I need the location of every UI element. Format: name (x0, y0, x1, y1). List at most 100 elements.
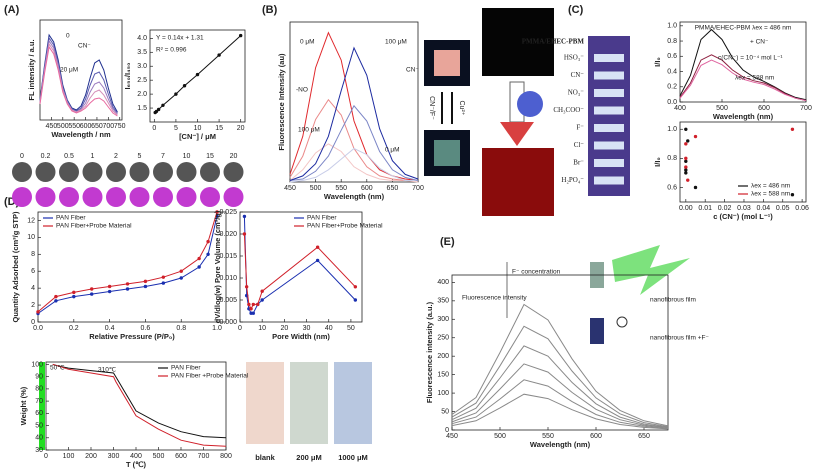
y-axis-label: Fluorescence Intensity (au) (277, 53, 286, 151)
series-line (289, 104, 419, 181)
data-point (206, 252, 210, 257)
data-point (353, 285, 358, 289)
y-tick-label: 300 (437, 316, 449, 323)
x-tick-label: 750 (114, 123, 126, 130)
y-tick-label: 40 (35, 435, 43, 442)
series-line (39, 45, 118, 117)
legend-label: λex = 486 nm (751, 183, 790, 190)
film-label: nanofibrous film (650, 297, 696, 304)
circle-label: 0 (20, 153, 24, 160)
strip-label: F⁻ (576, 124, 584, 132)
x-tick-label: 500 (57, 123, 69, 130)
x-axis-label: Pore Width (nm) (272, 332, 330, 341)
photo-label: blank (255, 453, 275, 462)
data-point (684, 142, 688, 146)
data-point (684, 165, 688, 169)
data-point (353, 298, 358, 302)
y-axis-label: Quantity Adsorbed (cm³/g STP) (11, 211, 20, 322)
sample-dark (82, 162, 103, 182)
x-tick-label: 700 (800, 105, 812, 112)
y-axis-label: I/I₀ (653, 157, 662, 167)
y-tick-label: 0.015 (219, 253, 237, 260)
strip-label: CH₃COO⁻ (553, 106, 584, 114)
sample-magenta (82, 187, 103, 207)
y-tick-label: 10 (27, 234, 35, 241)
y-tick-label: 30 (35, 447, 43, 454)
annotation: 100 μM (298, 127, 320, 134)
y-tick-label: 4 (31, 285, 35, 292)
annotation: λex = 588 nm (735, 75, 774, 82)
x-tick-label: 10 (258, 325, 266, 332)
film-image (434, 50, 460, 76)
microscopy-image (482, 8, 554, 76)
series-line (451, 379, 669, 429)
legend-label: PAN Fiber (56, 215, 86, 222)
strip-spot (594, 124, 624, 132)
data-point (215, 210, 219, 214)
series-line (679, 28, 807, 101)
film-image (434, 140, 460, 166)
sample-dark (223, 162, 244, 182)
circle-label: 7 (161, 153, 165, 160)
y-tick-label: 0.025 (219, 209, 237, 216)
data-point (161, 281, 166, 285)
legend-label: PAN Fiber+Probe Material (56, 223, 132, 230)
strip-spot (594, 89, 624, 97)
data-point (686, 178, 690, 182)
x-tick-label: 800 (220, 453, 232, 460)
data-point (154, 109, 159, 114)
data-point (107, 289, 112, 294)
data-point (197, 265, 201, 269)
x-tick-label: 500 (494, 433, 506, 440)
x-tick-label: 0.8 (176, 325, 186, 332)
strip-label: PMMA/EHEC-PBM (522, 38, 585, 46)
y-tick-label: 8 (31, 251, 35, 258)
x-tick-label: 600 (361, 185, 373, 192)
data-point (686, 139, 690, 143)
data-point (54, 299, 58, 303)
panel-label: (C) (568, 4, 584, 16)
x-tick-label: 700 (198, 453, 210, 460)
x-tick-label: 0 (152, 125, 156, 132)
data-point (182, 84, 187, 88)
annotation: -NO (296, 87, 308, 94)
series-line (451, 345, 669, 428)
y-tick-label: 0.000 (219, 319, 237, 326)
y-axis-label: FL intensity / a.u. (27, 39, 36, 100)
x-tick-label: 0.00 (679, 205, 693, 212)
y-tick-label: 0.6 (667, 53, 677, 60)
data-point (143, 284, 148, 289)
annotation: 310℃ (98, 367, 117, 374)
data-point (251, 302, 256, 307)
data-point (195, 72, 200, 77)
data-point (249, 307, 253, 311)
y-tick-label: 1.5 (137, 105, 147, 112)
strip-label: HSO₃⁻ (564, 54, 584, 62)
annotation: c(CN⁻) = 10⁻⁴ mol L⁻¹ (718, 55, 783, 62)
x-axis-label: T (℃) (126, 460, 147, 469)
data-point (156, 107, 161, 112)
panel-label: (B) (262, 4, 278, 16)
x-tick-label: 650 (387, 185, 399, 192)
series-line (289, 46, 419, 181)
circle-label: 5 (138, 153, 142, 160)
data-point (125, 282, 130, 286)
panel-label: (A) (4, 4, 20, 16)
y-tick-label: 50 (35, 422, 43, 429)
data-point (251, 311, 256, 315)
x-tick-label: 550 (68, 123, 80, 130)
x-tick-label: 450 (284, 185, 296, 192)
x-tick-label: 0.02 (718, 205, 732, 212)
y-tick-label: 200 (437, 353, 449, 360)
series-line (39, 33, 118, 113)
film-label: nanofibrous film +F⁻ (650, 335, 709, 342)
data-point (161, 275, 166, 279)
annotation: 0 μM (385, 147, 400, 154)
x-tick-label: 20 (280, 325, 288, 332)
sample-magenta (129, 187, 150, 207)
y-axis-label: I/I₀ (653, 57, 662, 67)
series-line (289, 147, 418, 183)
x-tick-label: 0.05 (776, 205, 790, 212)
data-point (790, 127, 795, 131)
y-tick-label: 3.0 (137, 63, 147, 70)
